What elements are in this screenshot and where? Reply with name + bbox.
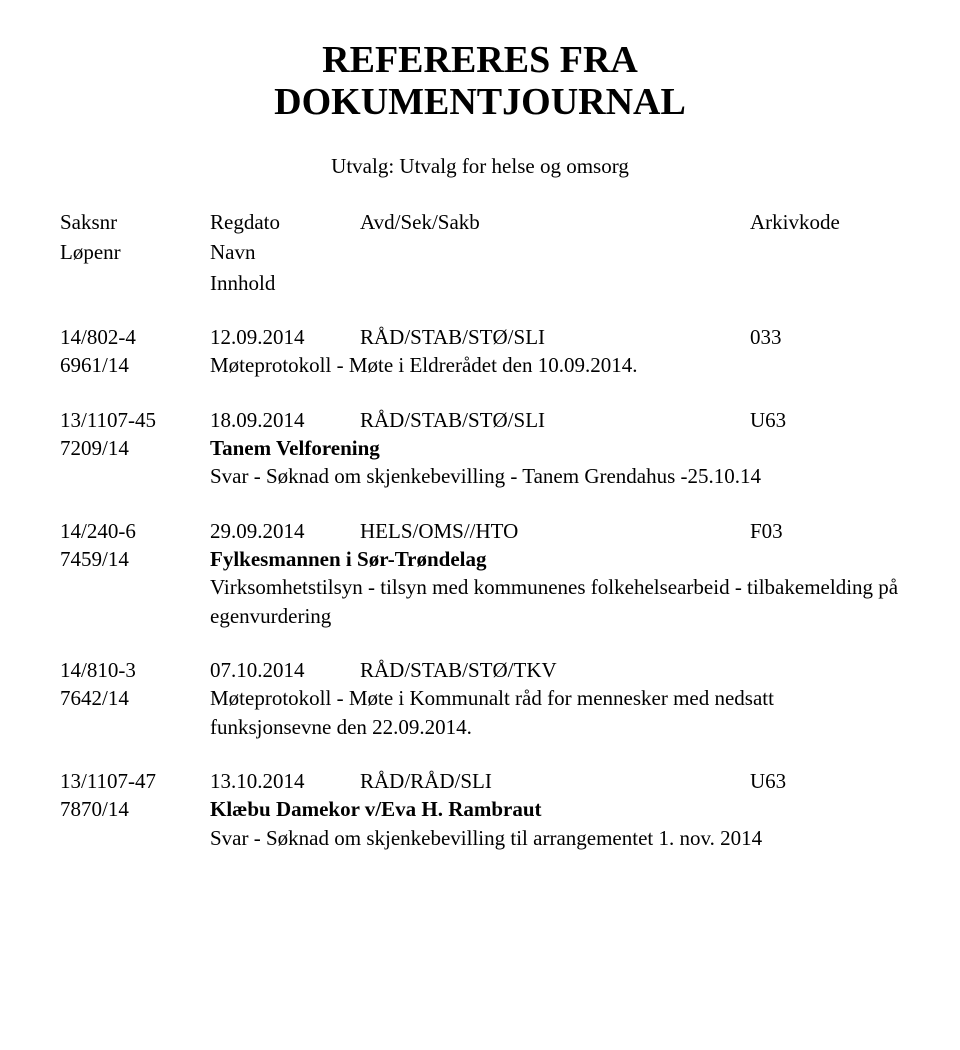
- entry-regdato: 12.09.2014: [210, 323, 360, 351]
- header-blank: [60, 269, 210, 297]
- header-row-1: Saksnr Regdato Avd/Sek/Sakb Arkivkode: [60, 208, 900, 236]
- entries-container: 14/802-412.09.2014RÅD/STAB/STØ/SLI033696…: [60, 323, 900, 852]
- entry-avd: RÅD/RÅD/SLI: [360, 767, 750, 795]
- header-navn: Navn: [210, 238, 256, 266]
- entry-avd: RÅD/STAB/STØ/SLI: [360, 406, 750, 434]
- journal-entry: 13/1107-4713.10.2014RÅD/RÅD/SLIU637870/1…: [60, 767, 900, 852]
- entry-row-meta: 14/240-629.09.2014HELS/OMS//HTOF03: [60, 517, 900, 545]
- entry-regdato: 13.10.2014: [210, 767, 360, 795]
- entry-row-meta: 14/810-307.10.2014RÅD/STAB/STØ/TKV: [60, 656, 900, 684]
- entry-regdato: 18.09.2014: [210, 406, 360, 434]
- entry-row-meta: 13/1107-4713.10.2014RÅD/RÅD/SLIU63: [60, 767, 900, 795]
- header-arkiv: Arkivkode: [750, 208, 900, 236]
- entry-regdato: 29.09.2014: [210, 517, 360, 545]
- entry-arkiv: [750, 656, 900, 684]
- entry-saksnr: 13/1107-47: [60, 767, 210, 795]
- entry-navn: Klæbu Damekor v/Eva H. Rambraut: [210, 795, 900, 823]
- journal-entry: 14/240-629.09.2014HELS/OMS//HTOF037459/1…: [60, 517, 900, 630]
- entry-arkiv: F03: [750, 517, 900, 545]
- entry-navn: Fylkesmannen i Sør-Trøndelag: [210, 545, 900, 573]
- entry-lopenr: 6961/14: [60, 351, 210, 379]
- entry-innhold: Svar - Søknad om skjenkebevilling - Tane…: [210, 462, 900, 490]
- header-innhold: Innhold: [210, 269, 275, 297]
- entry-innhold: Virksomhetstilsyn - tilsyn med kommunene…: [210, 573, 900, 630]
- entry-saksnr: 13/1107-45: [60, 406, 210, 434]
- entry-body: Fylkesmannen i Sør-TrøndelagVirksomhetst…: [210, 545, 900, 630]
- entry-saksnr: 14/802-4: [60, 323, 210, 351]
- entry-regdato: 07.10.2014: [210, 656, 360, 684]
- document-subtitle: Utvalg: Utvalg for helse og omsorg: [60, 152, 900, 180]
- entry-innhold: Svar - Søknad om skjenkebevilling til ar…: [210, 824, 900, 852]
- header-row-3: Innhold: [60, 269, 900, 297]
- entry-avd: RÅD/STAB/STØ/TKV: [360, 656, 750, 684]
- entry-navn: Tanem Velforening: [210, 434, 900, 462]
- entry-row-body: 7209/14Tanem VelforeningSvar - Søknad om…: [60, 434, 900, 491]
- header-saksnr: Saksnr: [60, 208, 210, 236]
- entry-body: Klæbu Damekor v/Eva H. RambrautSvar - Sø…: [210, 795, 900, 852]
- entry-row-body: 6961/14Møteprotokoll - Møte i Eldrerådet…: [60, 351, 900, 379]
- journal-entry: 14/802-412.09.2014RÅD/STAB/STØ/SLI033696…: [60, 323, 900, 380]
- entry-row-meta: 13/1107-4518.09.2014RÅD/STAB/STØ/SLIU63: [60, 406, 900, 434]
- header-regdato: Regdato: [210, 208, 360, 236]
- entry-lopenr: 7870/14: [60, 795, 210, 852]
- entry-innhold: Møteprotokoll - Møte i Kommunalt råd for…: [210, 684, 900, 741]
- entry-arkiv: U63: [750, 406, 900, 434]
- header-avd: Avd/Sek/Sakb: [360, 208, 750, 236]
- entry-row-body: 7870/14Klæbu Damekor v/Eva H. RambrautSv…: [60, 795, 900, 852]
- title-line-2: DOKUMENTJOURNAL: [274, 81, 686, 123]
- journal-entry: 14/810-307.10.2014RÅD/STAB/STØ/TKV7642/1…: [60, 656, 900, 741]
- entry-saksnr: 14/240-6: [60, 517, 210, 545]
- entry-row-meta: 14/802-412.09.2014RÅD/STAB/STØ/SLI033: [60, 323, 900, 351]
- header-row-2: Løpenr Navn: [60, 238, 900, 266]
- entry-row-body: 7459/14Fylkesmannen i Sør-TrøndelagVirks…: [60, 545, 900, 630]
- entry-arkiv: U63: [750, 767, 900, 795]
- document-title: REFERERES FRA DOKUMENTJOURNAL: [60, 40, 900, 124]
- entry-arkiv: 033: [750, 323, 900, 351]
- title-line-1: REFERERES FRA: [322, 39, 638, 81]
- entry-lopenr: 7642/14: [60, 684, 210, 741]
- entry-saksnr: 14/810-3: [60, 656, 210, 684]
- entry-avd: HELS/OMS//HTO: [360, 517, 750, 545]
- entry-lopenr: 7459/14: [60, 545, 210, 630]
- entry-innhold: Møteprotokoll - Møte i Eldrerådet den 10…: [210, 351, 900, 379]
- entry-body: Møteprotokoll - Møte i Kommunalt råd for…: [210, 684, 900, 741]
- entry-lopenr: 7209/14: [60, 434, 210, 491]
- entry-body: Tanem VelforeningSvar - Søknad om skjenk…: [210, 434, 900, 491]
- journal-entry: 13/1107-4518.09.2014RÅD/STAB/STØ/SLIU637…: [60, 406, 900, 491]
- entry-avd: RÅD/STAB/STØ/SLI: [360, 323, 750, 351]
- entry-body: Møteprotokoll - Møte i Eldrerådet den 10…: [210, 351, 900, 379]
- header-lopenr: Løpenr: [60, 238, 210, 266]
- entry-row-body: 7642/14Møteprotokoll - Møte i Kommunalt …: [60, 684, 900, 741]
